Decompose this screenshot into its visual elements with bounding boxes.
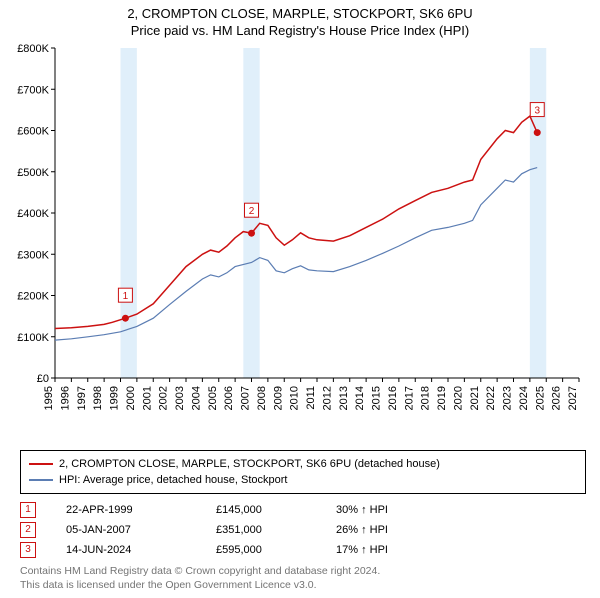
sales-table: 1 22-APR-1999 £145,000 30% ↑ HPI 2 05-JA… <box>20 500 586 560</box>
sale-hpi: 30% ↑ HPI <box>336 500 388 520</box>
sale-hpi: 26% ↑ HPI <box>336 520 388 540</box>
svg-text:2023: 2023 <box>502 386 514 410</box>
svg-text:2007: 2007 <box>240 386 252 410</box>
sale-marker-3: 3 <box>20 542 36 558</box>
svg-text:2011: 2011 <box>305 386 317 410</box>
legend-box: 2, CROMPTON CLOSE, MARPLE, STOCKPORT, SK… <box>20 450 586 494</box>
sale-date: 05-JAN-2007 <box>66 520 216 540</box>
sale-marker-2: 2 <box>20 522 36 538</box>
legend-swatch-subject <box>29 463 53 465</box>
svg-text:2016: 2016 <box>387 386 399 410</box>
svg-text:£500K: £500K <box>17 167 49 179</box>
svg-text:2012: 2012 <box>321 386 333 410</box>
footer-attribution: Contains HM Land Registry data © Crown c… <box>20 564 586 592</box>
svg-text:2021: 2021 <box>469 386 481 410</box>
svg-text:2005: 2005 <box>207 386 219 410</box>
svg-text:1: 1 <box>123 291 129 302</box>
sales-row: 3 14-JUN-2024 £595,000 17% ↑ HPI <box>20 540 586 560</box>
sales-row: 1 22-APR-1999 £145,000 30% ↑ HPI <box>20 500 586 520</box>
sales-row: 2 05-JAN-2007 £351,000 26% ↑ HPI <box>20 520 586 540</box>
svg-text:2026: 2026 <box>551 386 563 410</box>
sale-price: £351,000 <box>216 520 336 540</box>
svg-text:2018: 2018 <box>420 386 432 410</box>
svg-text:2025: 2025 <box>534 386 546 410</box>
svg-text:2015: 2015 <box>371 386 383 410</box>
chart-svg: £0 £100K £200K £300K £400K £500K £600K £700K £80… <box>0 42 600 442</box>
svg-text:1995: 1995 <box>43 386 55 410</box>
title-subtitle: Price paid vs. HM Land Registry's House … <box>0 23 600 38</box>
svg-text:£600K: £600K <box>17 126 49 138</box>
svg-text:2017: 2017 <box>403 386 415 410</box>
svg-text:2003: 2003 <box>174 386 186 410</box>
svg-text:2024: 2024 <box>518 386 530 410</box>
legend-row-hpi: HPI: Average price, detached house, Stoc… <box>29 472 577 488</box>
svg-text:2014: 2014 <box>354 386 366 410</box>
svg-text:2009: 2009 <box>272 386 284 410</box>
svg-text:£200K: £200K <box>17 291 49 303</box>
legend-label-subject: 2, CROMPTON CLOSE, MARPLE, STOCKPORT, SK… <box>59 456 440 472</box>
svg-text:1998: 1998 <box>92 386 104 410</box>
svg-text:2019: 2019 <box>436 386 448 410</box>
svg-text:2020: 2020 <box>452 386 464 410</box>
svg-text:2: 2 <box>249 206 255 217</box>
sale-price: £595,000 <box>216 540 336 560</box>
price-chart: £0 £100K £200K £300K £400K £500K £600K £700K £80… <box>0 42 600 442</box>
svg-text:2027: 2027 <box>567 386 579 410</box>
sale-date: 22-APR-1999 <box>66 500 216 520</box>
svg-text:£300K: £300K <box>17 249 49 261</box>
sale-marker-1: 1 <box>20 502 36 518</box>
svg-text:2008: 2008 <box>256 386 268 410</box>
sale-price: £145,000 <box>216 500 336 520</box>
svg-text:1999: 1999 <box>109 386 121 410</box>
svg-text:£100K: £100K <box>17 332 49 344</box>
svg-text:2013: 2013 <box>338 386 350 410</box>
svg-text:£400K: £400K <box>17 208 49 220</box>
svg-text:3: 3 <box>534 106 540 117</box>
svg-text:1997: 1997 <box>76 386 88 410</box>
svg-text:2006: 2006 <box>223 386 235 410</box>
legend-swatch-hpi <box>29 479 53 481</box>
svg-text:2001: 2001 <box>141 386 153 410</box>
legend-label-hpi: HPI: Average price, detached house, Stoc… <box>59 472 288 488</box>
svg-text:£0: £0 <box>37 373 49 385</box>
svg-text:2022: 2022 <box>485 386 497 410</box>
sale-date: 14-JUN-2024 <box>66 540 216 560</box>
sale-hpi: 17% ↑ HPI <box>336 540 388 560</box>
legend-row-subject: 2, CROMPTON CLOSE, MARPLE, STOCKPORT, SK… <box>29 456 577 472</box>
svg-text:£700K: £700K <box>17 84 49 96</box>
svg-text:2000: 2000 <box>125 386 137 410</box>
svg-text:2010: 2010 <box>289 386 301 410</box>
svg-text:2004: 2004 <box>190 386 202 410</box>
svg-text:£800K: £800K <box>17 43 49 55</box>
footer-line1: Contains HM Land Registry data © Crown c… <box>20 564 586 578</box>
title-address: 2, CROMPTON CLOSE, MARPLE, STOCKPORT, SK… <box>0 6 600 21</box>
svg-text:2002: 2002 <box>158 386 170 410</box>
svg-text:1996: 1996 <box>59 386 71 410</box>
